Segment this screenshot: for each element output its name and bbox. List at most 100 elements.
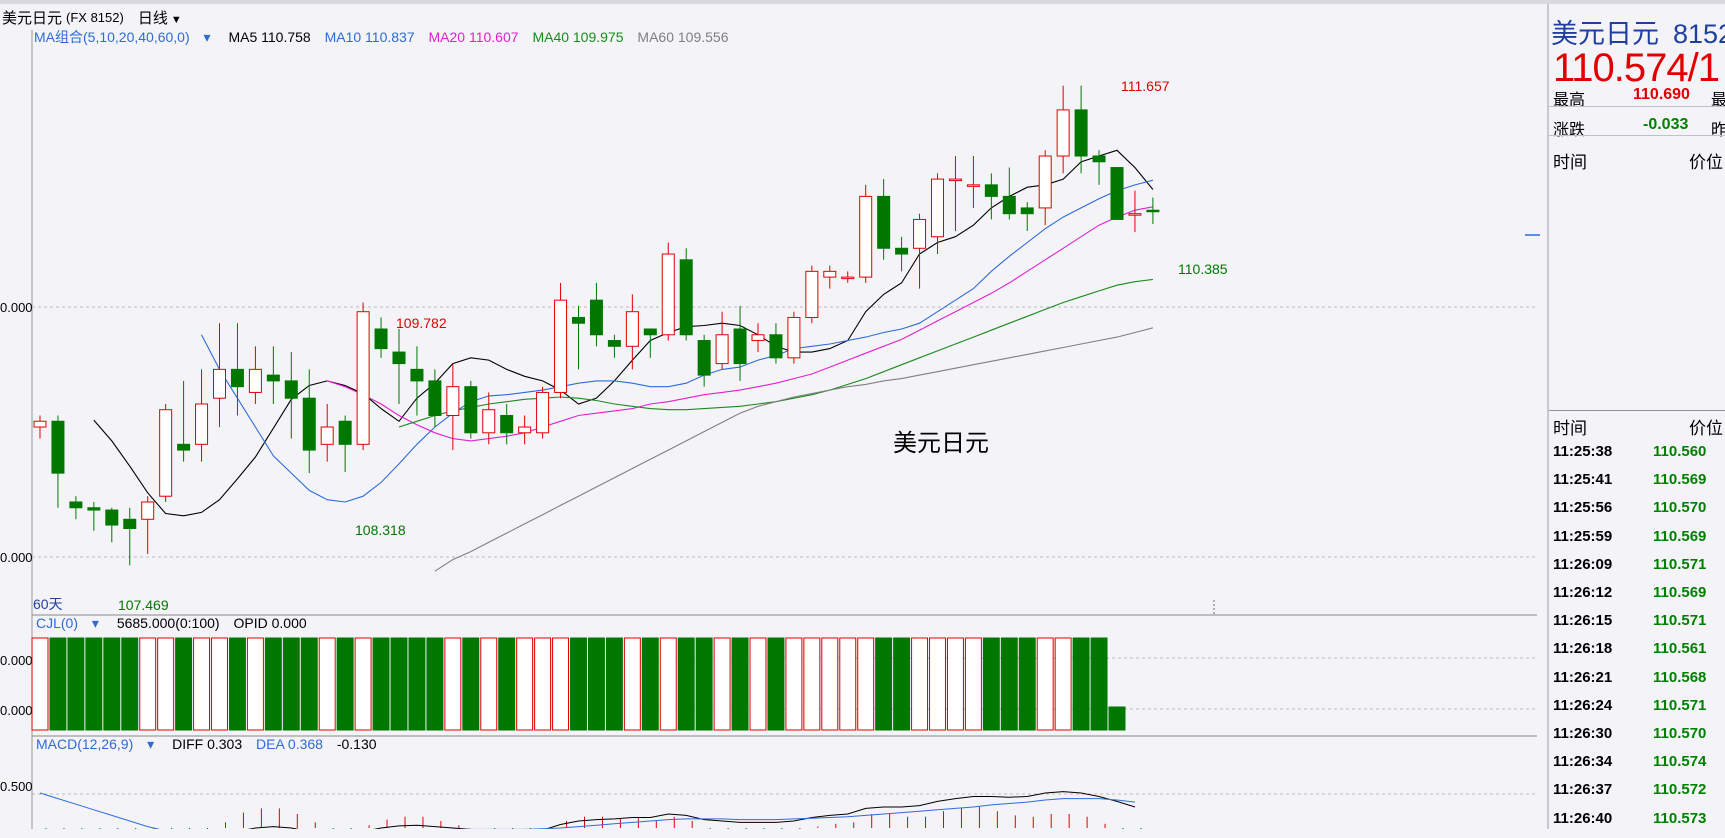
change-label: 涨跌 xyxy=(1553,122,1586,139)
candle-body xyxy=(195,403,209,445)
volume-bar xyxy=(1036,637,1054,731)
volume-bar xyxy=(121,637,139,731)
ma10-value: MA10 110.837 xyxy=(324,29,415,45)
tick-row: 11:26:37 110.572 xyxy=(1553,781,1723,809)
tick-row: 11:26:15 110.571 xyxy=(1553,612,1723,640)
volume-bar xyxy=(516,637,534,731)
candle-body xyxy=(931,178,944,238)
tick-time: 11:26:18 xyxy=(1553,640,1613,658)
volume-bar xyxy=(318,637,336,731)
tick-row: 11:26:09 110.571 xyxy=(1553,556,1723,584)
change-value: -0.033 xyxy=(1643,116,1689,133)
volume-bar xyxy=(228,637,246,731)
volume-bar xyxy=(462,637,480,731)
volume-bar xyxy=(570,637,587,731)
high-row: 最高 110.690 最 xyxy=(1553,86,1725,110)
volume-bar xyxy=(103,637,121,731)
tick-time: 11:26:24 xyxy=(1553,696,1613,714)
quote-title: 美元日元 8152 xyxy=(1551,12,1725,51)
ma5-line xyxy=(93,149,1154,517)
volume-bar xyxy=(605,637,623,731)
candle-body xyxy=(159,409,173,497)
tick-row: 11:26:30 110.570 xyxy=(1553,725,1723,753)
candle-body xyxy=(123,518,137,530)
high-label: 109.782 xyxy=(396,315,447,331)
volume-bar xyxy=(67,637,85,731)
diff-line xyxy=(247,791,1136,829)
kline-chart[interactable]: 0.000 0.000 0.000 0.000 0.500 109.782 108.318 1… xyxy=(0,29,1540,829)
axis-label: 0.000 xyxy=(0,703,33,718)
quote-panel: 美元日元 8152 110.574/1 最高 110.690 最 涨跌 -0.03… xyxy=(1547,4,1725,829)
candle-body xyxy=(823,270,837,278)
candle-body xyxy=(787,316,801,359)
candle-body xyxy=(500,414,514,434)
volume-bar xyxy=(193,637,211,731)
volume-bar xyxy=(1072,637,1090,731)
symbol-code: (FX 8152) xyxy=(66,9,124,25)
volume-bar xyxy=(964,637,982,731)
candle-body xyxy=(392,351,406,365)
candle-body xyxy=(877,195,891,249)
ma-group-selector[interactable]: MA组合(5,10,20,40,60,0) ▾ xyxy=(34,29,221,45)
top-border xyxy=(0,0,1725,4)
tick-time: 11:26:12 xyxy=(1553,584,1613,601)
chevron-down-icon: ▾ xyxy=(88,615,99,631)
axis-label: 0.000 xyxy=(0,300,33,315)
candle-body xyxy=(643,328,657,336)
tick-price: 110.574 xyxy=(1653,753,1707,771)
volume-bar xyxy=(803,637,821,731)
candle-body xyxy=(948,178,962,182)
volume-bar xyxy=(246,637,264,731)
volume-bar xyxy=(713,637,731,731)
volume-bar xyxy=(300,637,318,731)
axis-label: 0.500 xyxy=(0,779,33,794)
chart-canvas: 0.000 0.000 0.000 0.000 0.500 109.782 108.318 1… xyxy=(0,30,1540,829)
tick-price: 110.569 xyxy=(1653,527,1707,545)
candle-body xyxy=(105,509,119,526)
candle-body xyxy=(518,426,532,434)
candle-body xyxy=(715,334,729,365)
macd-selector[interactable]: MACD(12,26,9) ▾ xyxy=(36,736,164,752)
tick-price: 110.561 xyxy=(1653,640,1707,658)
ma60-value: MA60 109.556 xyxy=(637,29,729,45)
dea-value: DEA 0.368 xyxy=(256,736,323,752)
volume-bar xyxy=(354,637,372,731)
candle-body xyxy=(320,426,334,445)
prev-close-label: 昨收 xyxy=(1711,116,1725,140)
tick-row: 11:26:40 110.573 xyxy=(1553,810,1723,838)
tick-time: 11:26:34 xyxy=(1553,753,1613,771)
tick-row: 11:25:59 110.569 xyxy=(1553,528,1723,556)
volume-bar xyxy=(1108,706,1126,731)
tick-time: 11:25:59 xyxy=(1553,527,1613,545)
tick-price: 110.568 xyxy=(1653,668,1707,686)
volume-bar xyxy=(857,637,875,731)
volume-bar xyxy=(139,637,157,731)
chevron-down-icon: ▾ xyxy=(143,736,155,752)
volume-bar xyxy=(552,637,570,731)
tick-price: 110.571 xyxy=(1653,612,1707,630)
candle-body xyxy=(1038,155,1052,209)
tick-price: 110.571 xyxy=(1653,696,1707,714)
volume-bar xyxy=(1018,637,1036,731)
candle-body xyxy=(1074,109,1088,157)
volume-bar xyxy=(408,637,426,731)
volume-bar xyxy=(534,637,552,731)
volume-bar xyxy=(372,637,390,731)
volume-bar xyxy=(677,637,695,731)
ma20-value: MA20 110.607 xyxy=(428,29,519,45)
volume-selector[interactable]: CJL(0) ▾ xyxy=(36,615,109,631)
candle-body xyxy=(230,368,244,388)
candle-body xyxy=(572,316,585,324)
chevron-down-icon: ▾ xyxy=(199,29,211,45)
candle-body xyxy=(428,380,442,416)
period-selector[interactable]: 日线 ▼ xyxy=(138,7,182,28)
tick-price: 110.560 xyxy=(1653,443,1707,460)
volume-bar xyxy=(641,637,659,731)
candle-body xyxy=(87,507,101,511)
volume-bar xyxy=(282,637,300,731)
candle-body xyxy=(141,501,155,520)
axis-label: 0.000 xyxy=(0,550,33,565)
volume-bar xyxy=(821,637,839,731)
candle-body xyxy=(895,247,909,255)
candle-body xyxy=(966,184,980,187)
